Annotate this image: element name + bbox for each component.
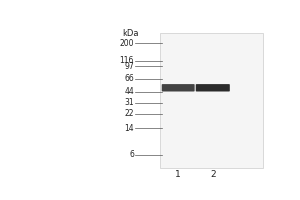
Text: 66: 66 (124, 74, 134, 83)
Text: 2: 2 (211, 170, 216, 179)
Text: 31: 31 (124, 98, 134, 107)
FancyBboxPatch shape (162, 84, 195, 91)
Text: 200: 200 (119, 39, 134, 48)
Text: 22: 22 (124, 109, 134, 118)
Text: 116: 116 (120, 56, 134, 65)
Text: 6: 6 (129, 150, 134, 159)
Text: 44: 44 (124, 87, 134, 96)
Text: 14: 14 (124, 124, 134, 133)
Text: kDa: kDa (122, 29, 139, 38)
Bar (160, 33, 263, 168)
Text: 97: 97 (124, 62, 134, 71)
Text: 1: 1 (175, 170, 181, 179)
FancyBboxPatch shape (196, 84, 230, 91)
